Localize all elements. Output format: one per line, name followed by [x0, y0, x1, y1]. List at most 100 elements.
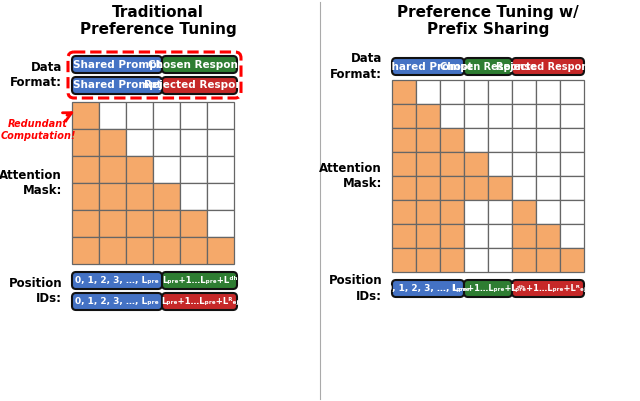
Bar [560, 128, 584, 152]
Bar [416, 224, 440, 248]
Bar [416, 248, 440, 272]
Bar [153, 102, 180, 129]
Bar [207, 129, 234, 156]
FancyBboxPatch shape [72, 56, 162, 73]
Bar [180, 156, 207, 183]
Bar [512, 152, 536, 176]
FancyBboxPatch shape [464, 280, 512, 297]
Text: Shared Prompt: Shared Prompt [72, 59, 161, 69]
Bar [126, 156, 153, 183]
Bar [416, 128, 440, 152]
Bar [416, 200, 440, 224]
Text: Position
IDs:: Position IDs: [8, 277, 62, 305]
Bar [99, 156, 126, 183]
Bar [536, 200, 560, 224]
Bar [207, 156, 234, 183]
Text: Attention
Mask:: Attention Mask: [319, 162, 382, 190]
Text: Chosen Response: Chosen Response [148, 59, 251, 69]
Bar [180, 210, 207, 237]
Bar [126, 237, 153, 264]
Bar [560, 200, 584, 224]
Bar [512, 80, 536, 104]
Bar [488, 128, 512, 152]
Bar [464, 128, 488, 152]
FancyBboxPatch shape [72, 293, 162, 310]
Bar [180, 129, 207, 156]
Bar [207, 237, 234, 264]
Bar [392, 128, 416, 152]
Bar [99, 102, 126, 129]
Bar [72, 129, 99, 156]
Bar [536, 104, 560, 128]
Bar [416, 152, 440, 176]
Text: Rejected Response: Rejected Response [496, 61, 600, 71]
Bar [180, 237, 207, 264]
Bar [207, 102, 234, 129]
Bar [392, 248, 416, 272]
Text: Shared Prompt: Shared Prompt [72, 81, 161, 91]
Bar [440, 128, 464, 152]
Bar [440, 200, 464, 224]
Bar [488, 248, 512, 272]
Bar [488, 104, 512, 128]
Text: Lₚᵣₑ+1…Lₚᵣₑ+Lᴿₑⱼ: Lₚᵣₑ+1…Lₚᵣₑ+Lᴿₑⱼ [161, 297, 238, 306]
Bar [464, 200, 488, 224]
Bar [512, 104, 536, 128]
Bar [207, 183, 234, 210]
Text: Lₚᵣₑ+1…Lₚᵣₑ+Lᴿₑⱼ: Lₚᵣₑ+1…Lₚᵣₑ+Lᴿₑⱼ [510, 284, 586, 293]
Bar [392, 224, 416, 248]
FancyBboxPatch shape [162, 272, 237, 289]
Bar [440, 152, 464, 176]
Text: Data
Format:: Data Format: [10, 61, 62, 89]
Bar [560, 224, 584, 248]
Bar [440, 104, 464, 128]
Bar [536, 248, 560, 272]
FancyBboxPatch shape [392, 280, 464, 297]
Bar [416, 80, 440, 104]
Bar [440, 80, 464, 104]
Text: Rejected Response: Rejected Response [143, 81, 255, 91]
Bar [488, 80, 512, 104]
Bar [512, 200, 536, 224]
Bar [392, 152, 416, 176]
Bar [180, 102, 207, 129]
Bar [536, 80, 560, 104]
Bar [99, 210, 126, 237]
Bar [392, 104, 416, 128]
Text: 0, 1, 2, 3, …, Lₚᵣₑ: 0, 1, 2, 3, …, Lₚᵣₑ [75, 297, 159, 306]
Bar [536, 224, 560, 248]
Text: Chosen Response: Chosen Response [440, 61, 536, 71]
Bar [99, 237, 126, 264]
FancyBboxPatch shape [72, 77, 162, 94]
Text: Lₚᵣₑ+1…Lₚᵣₑ+Lᵈʰ: Lₚᵣₑ+1…Lₚᵣₑ+Lᵈʰ [162, 276, 237, 285]
Bar [392, 176, 416, 200]
Bar [464, 248, 488, 272]
FancyBboxPatch shape [162, 56, 237, 73]
Bar [392, 200, 416, 224]
Bar [72, 102, 99, 129]
Bar [416, 176, 440, 200]
Text: Shared Prompt: Shared Prompt [383, 61, 472, 71]
Bar [560, 104, 584, 128]
Text: Redundant
Computation!: Redundant Computation! [0, 113, 76, 141]
Bar [560, 80, 584, 104]
Bar [126, 102, 153, 129]
Bar [512, 224, 536, 248]
Bar [126, 210, 153, 237]
Bar [560, 248, 584, 272]
Bar [72, 183, 99, 210]
Text: Preference Tuning w/
Prefix Sharing: Preference Tuning w/ Prefix Sharing [397, 5, 579, 37]
Bar [464, 152, 488, 176]
Bar [488, 176, 512, 200]
Bar [512, 248, 536, 272]
Bar [99, 129, 126, 156]
Bar [488, 200, 512, 224]
Text: Attention
Mask:: Attention Mask: [0, 169, 62, 197]
Bar [153, 183, 180, 210]
Bar [126, 183, 153, 210]
Text: Traditional
Preference Tuning: Traditional Preference Tuning [79, 5, 236, 37]
Bar [488, 152, 512, 176]
Bar [180, 183, 207, 210]
Bar [464, 224, 488, 248]
FancyBboxPatch shape [392, 58, 464, 75]
